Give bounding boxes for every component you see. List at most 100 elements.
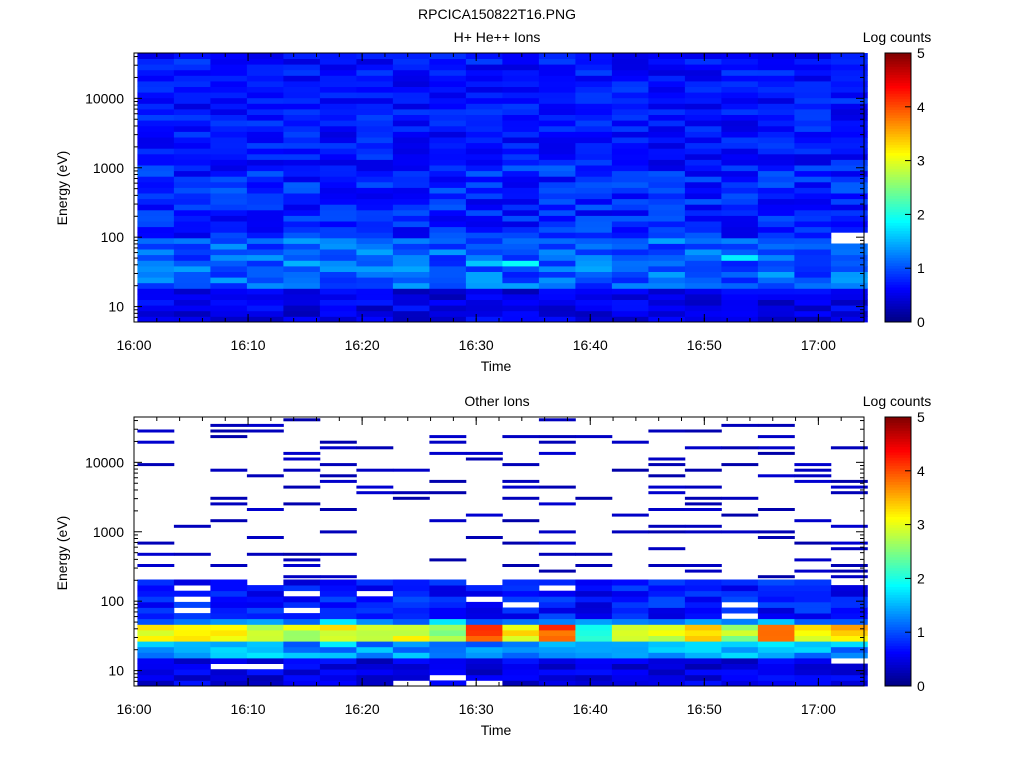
heatmap-cell xyxy=(575,607,613,614)
heatmap-cell xyxy=(794,120,832,127)
heatmap-cell xyxy=(648,288,686,295)
heatmap-cell xyxy=(356,221,394,228)
heatmap-cell xyxy=(684,254,722,261)
heatmap-cell xyxy=(429,299,467,306)
heatmap-cell xyxy=(429,641,467,648)
heatmap-cell xyxy=(137,198,175,205)
colorbar-segment xyxy=(885,168,911,172)
heatmap-cell xyxy=(246,221,284,228)
heatmap-cell xyxy=(283,310,321,317)
heatmap-cell xyxy=(757,474,795,478)
heatmap-cell xyxy=(502,254,540,261)
heatmap-cell xyxy=(429,249,467,256)
heatmap-cell xyxy=(721,193,759,200)
colorbar-segment xyxy=(885,198,911,202)
heatmap-cell xyxy=(684,485,722,489)
heatmap-cell xyxy=(575,86,613,93)
heatmap-cell xyxy=(830,204,868,211)
heatmap-cell xyxy=(684,131,722,138)
heatmap-cell xyxy=(465,120,503,127)
heatmap-cell xyxy=(684,249,722,256)
heatmap-cell xyxy=(210,618,248,625)
heatmap-cell xyxy=(757,131,795,138)
colorbar-segment xyxy=(885,653,911,657)
y-tick-label: 1000 xyxy=(93,160,124,176)
heatmap-cell xyxy=(137,646,175,653)
colorbar-segment xyxy=(885,559,911,563)
heatmap-cell xyxy=(283,624,321,631)
heatmap-cell xyxy=(502,120,540,127)
heatmap-cell xyxy=(794,204,832,211)
heatmap-cell xyxy=(137,148,175,155)
heatmap-cell xyxy=(356,81,394,87)
heatmap-cell xyxy=(502,479,540,483)
heatmap-cell xyxy=(465,198,503,205)
heatmap-cell xyxy=(283,601,321,608)
heatmap-cell xyxy=(757,641,795,648)
colorbar-segment xyxy=(885,460,911,464)
heatmap-cell xyxy=(648,305,686,312)
heatmap-cell xyxy=(356,209,394,216)
heatmap-cell xyxy=(684,652,722,659)
heatmap-cell xyxy=(246,226,284,233)
heatmap-cell xyxy=(137,137,175,144)
heatmap-cell xyxy=(611,596,649,603)
heatmap-cell xyxy=(757,305,795,312)
heatmap-cell xyxy=(356,97,394,104)
heatmap-cell xyxy=(502,153,540,160)
heatmap-cell xyxy=(538,440,576,444)
heatmap-cell xyxy=(173,299,211,306)
colorbar-segment xyxy=(885,645,911,649)
colorbar-segment xyxy=(885,53,911,57)
heatmap-cell xyxy=(246,618,284,625)
heatmap-cell xyxy=(356,585,394,592)
colorbar-segment xyxy=(885,58,911,62)
heatmap-cell xyxy=(392,109,430,115)
heatmap-cell xyxy=(283,585,321,592)
heatmap-cell xyxy=(611,92,649,99)
heatmap-cell xyxy=(721,86,759,93)
heatmap-cell xyxy=(757,137,795,144)
heatmap-cell xyxy=(757,254,795,261)
heatmap-cell xyxy=(721,92,759,99)
heatmap-cell xyxy=(502,249,540,256)
heatmap-cell xyxy=(173,601,211,608)
heatmap-cell xyxy=(794,463,832,467)
heatmap-cell xyxy=(648,607,686,614)
heatmap-cell xyxy=(830,646,868,653)
heatmap-cell xyxy=(319,440,357,444)
heatmap-cell xyxy=(246,53,284,59)
heatmap-cell xyxy=(721,607,759,614)
heatmap-cell xyxy=(137,552,175,556)
heatmap-cell xyxy=(429,81,467,87)
heatmap-cell xyxy=(283,226,321,233)
heatmap-cell xyxy=(246,165,284,172)
heatmap-cell xyxy=(538,69,576,76)
heatmap-cell xyxy=(684,81,722,87)
heatmap-cell xyxy=(502,131,540,138)
heatmap-cell xyxy=(830,282,868,289)
heatmap-cell xyxy=(575,305,613,312)
heatmap-cell xyxy=(429,271,467,278)
heatmap-cell xyxy=(721,209,759,216)
colorbar-segment xyxy=(885,438,911,442)
heatmap-cell xyxy=(429,479,467,483)
heatmap-cell xyxy=(830,310,868,317)
heatmap-cell xyxy=(611,277,649,284)
colorbar-segment xyxy=(885,519,911,523)
heatmap-cell xyxy=(283,502,321,506)
heatmap-cell xyxy=(319,641,357,648)
heatmap-cell xyxy=(721,618,759,625)
heatmap-cell xyxy=(794,305,832,312)
heatmap-cell xyxy=(137,618,175,625)
heatmap-cell xyxy=(611,221,649,228)
heatmap-cell xyxy=(721,215,759,222)
heatmap-cell xyxy=(757,153,795,160)
heatmap-cell xyxy=(246,630,284,636)
heatmap-cell xyxy=(721,423,759,427)
heatmap-cell xyxy=(721,266,759,272)
heatmap-cell xyxy=(757,585,795,592)
heatmap-cell xyxy=(137,429,175,433)
heatmap-cell xyxy=(538,243,576,250)
